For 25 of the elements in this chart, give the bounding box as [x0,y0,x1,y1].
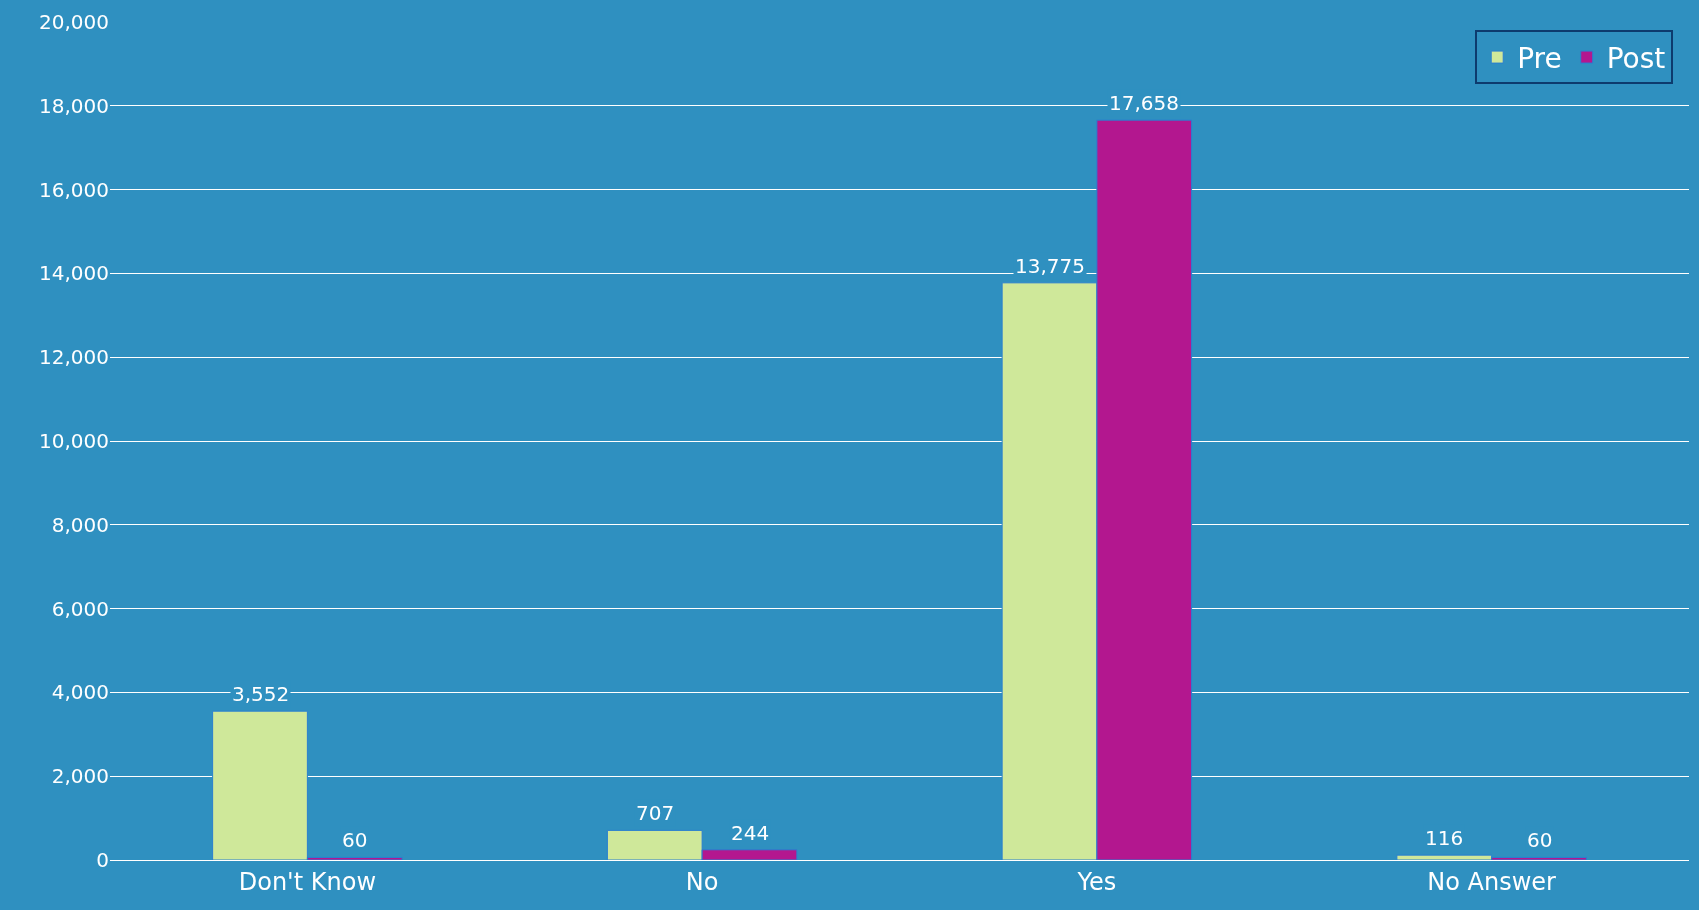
x-tick-label: Yes [1076,867,1117,896]
data-label: 60 [342,828,368,852]
y-tick-label: 8,000 [51,512,109,537]
y-tick-label: 20,000 [39,10,109,34]
y-tick-label: 2,000 [51,764,109,789]
y-tick-label: 6,000 [51,596,109,621]
x-tick-label: No [685,867,719,896]
x-tick-label: Don't Know [238,867,377,896]
legend-label: Pre [1517,42,1562,75]
legend-label: Post [1606,42,1666,75]
data-label: 707 [636,801,675,825]
data-label: 116 [1425,826,1464,850]
data-label: 3,552 [232,682,290,706]
data-label: 13,775 [1015,254,1085,278]
y-tick-label: 10,000 [39,429,109,453]
data-label: 17,658 [1109,91,1179,115]
y-tick-label: 14,000 [39,261,109,286]
data-label: 60 [1527,828,1553,852]
x-tick-label: No Answer [1427,867,1557,896]
y-tick-label: 16,000 [39,177,109,202]
y-tick-label: 12,000 [39,345,109,370]
y-tick-label: 0 [96,848,109,872]
y-tick-label: 18,000 [39,93,109,118]
data-label: 244 [731,821,770,845]
y-tick-label: 4,000 [51,680,109,705]
